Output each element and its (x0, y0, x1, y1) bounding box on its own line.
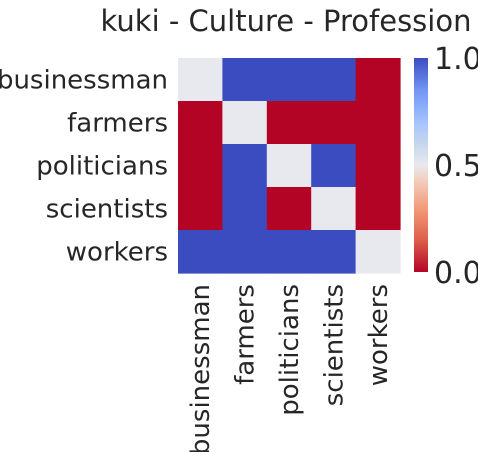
row-label: workers (66, 238, 168, 268)
column-label: farmers (231, 284, 261, 385)
heatmap-cell (311, 187, 357, 231)
column-label: politicians (275, 284, 305, 416)
chart-title: kuki - Culture - Profession (101, 4, 472, 38)
colorbar: 0.0 0.5 1.0 (414, 42, 478, 291)
heatmap-cell (222, 230, 268, 274)
heatmap-cell (222, 58, 268, 102)
heatmap-cell (311, 58, 357, 102)
heatmap-cell (266, 187, 312, 231)
heatmap-cell (178, 187, 223, 231)
heatmap-cell (178, 230, 223, 274)
row-label: farmers (67, 109, 168, 139)
row-labels: businessman farmers politicians scientists w… (0, 66, 168, 268)
heatmap-cell (222, 144, 268, 188)
colorbar-tick-label: 1.0 (434, 42, 478, 77)
heatmap-cell (311, 144, 357, 188)
heatmap-cell (355, 144, 401, 188)
column-label: businessman (186, 284, 216, 452)
colorbar-tick-label: 0.0 (434, 256, 478, 291)
colorbar-gradient (414, 58, 428, 272)
heatmap-cell (266, 58, 312, 102)
column-label: scientists (319, 284, 349, 406)
column-label: workers (364, 284, 394, 386)
colorbar-tick-label: 0.5 (434, 149, 478, 184)
heatmap-cells (178, 58, 401, 274)
row-label: scientists (46, 195, 168, 225)
heatmap-cell (355, 58, 401, 102)
row-label: businessman (0, 66, 168, 96)
heatmap-cell (222, 187, 268, 231)
heatmap-cell (266, 101, 312, 145)
heatmap-cell (355, 101, 401, 145)
heatmap-cell (311, 230, 357, 274)
heatmap-cell (222, 101, 268, 145)
heatmap-cell (178, 58, 223, 102)
heatmap-cell (178, 101, 223, 145)
heatmap-cell (266, 230, 312, 274)
heatmap-cell (355, 230, 401, 274)
column-labels: businessman farmers politicians scientists w… (186, 284, 394, 452)
heatmap-cell (266, 144, 312, 188)
heatmap-cell (355, 187, 401, 231)
row-label: politicians (36, 152, 168, 182)
heatmap-cell (178, 144, 223, 188)
heatmap-cell (311, 101, 357, 145)
colorbar-ticks: 0.0 0.5 1.0 (434, 42, 478, 291)
